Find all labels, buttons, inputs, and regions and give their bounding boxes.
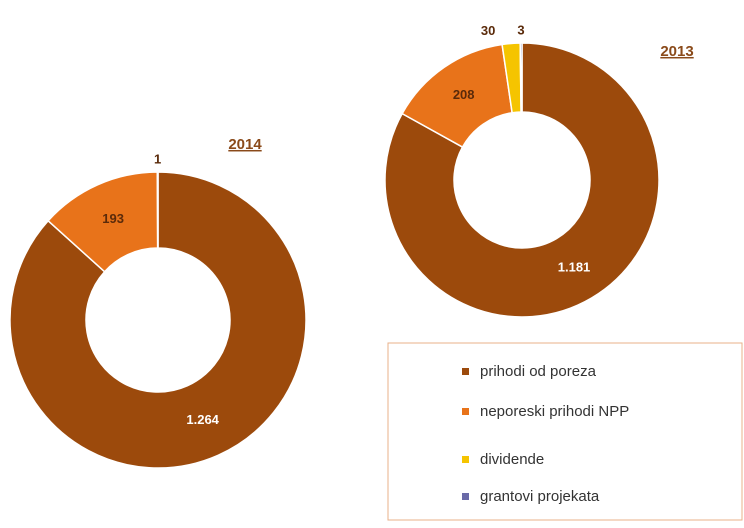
data-label: 30 xyxy=(481,23,495,38)
legend-label: neporeski prihodi NPP xyxy=(480,403,629,420)
legend-swatch xyxy=(462,456,469,463)
donut-slice xyxy=(9,171,307,469)
chart-title: 2013 xyxy=(660,43,693,60)
legend-label: grantovi projekata xyxy=(480,488,600,505)
legend-swatch xyxy=(462,368,469,375)
data-label: 1.181 xyxy=(558,260,591,275)
data-label: 3 xyxy=(517,22,524,37)
data-label: 208 xyxy=(453,87,475,102)
legend-box xyxy=(387,342,743,521)
legend-label: prihodi od poreza xyxy=(480,363,597,380)
donut-slice xyxy=(519,42,523,113)
legend-swatch xyxy=(462,408,469,415)
donut-slice xyxy=(156,171,159,249)
data-label: 1.264 xyxy=(186,412,219,427)
legend-swatch xyxy=(462,493,469,500)
data-label: 193 xyxy=(102,211,124,226)
chart-title: 2014 xyxy=(228,136,262,153)
donut-slice xyxy=(384,42,660,318)
legend-label: dividende xyxy=(480,451,544,468)
data-label: 1 xyxy=(154,151,161,166)
